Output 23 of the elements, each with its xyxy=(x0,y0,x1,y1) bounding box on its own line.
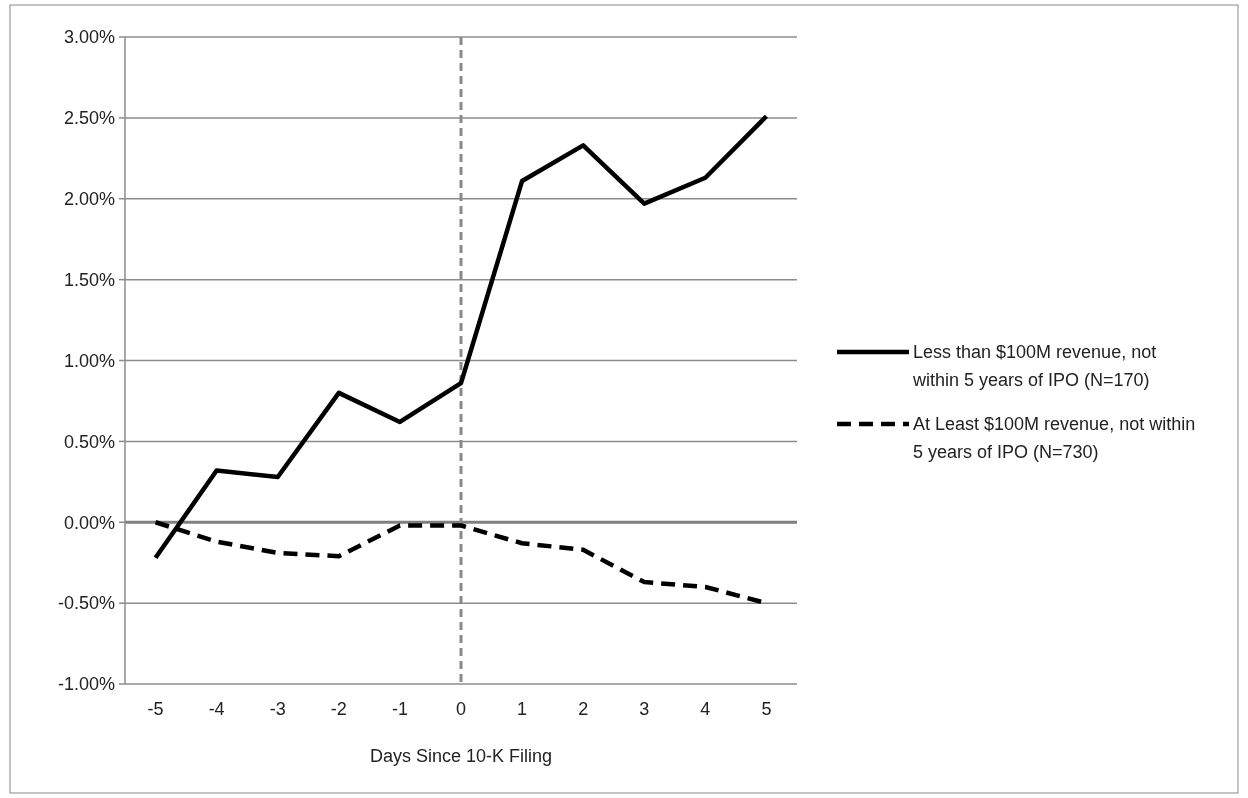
x-tick-label: 2 xyxy=(578,699,589,719)
x-tick-label: 3 xyxy=(639,699,650,719)
x-tick-label: 0 xyxy=(455,699,467,719)
x-tick-label: -3 xyxy=(269,699,286,719)
x-tick-label: -2 xyxy=(330,699,347,719)
x-tick-label: 4 xyxy=(700,699,711,719)
x-tick-label: -5 xyxy=(147,699,164,719)
y-tick-label: -1.00% xyxy=(57,674,115,695)
legend-label: At Least $100M revenue, not within 5 years of IPO (N=730) xyxy=(913,414,1196,462)
y-tick-label: 0.50% xyxy=(63,431,115,452)
x-tick-label: 5 xyxy=(761,699,772,719)
x-tick-label: -1 xyxy=(391,699,408,719)
y-tick-label: 2.00% xyxy=(63,189,115,210)
y-tick-label: 1.50% xyxy=(63,269,115,290)
x-tick-label: -4 xyxy=(208,699,225,719)
y-tick-label: -0.50% xyxy=(57,593,115,614)
y-tick-label: 0.00% xyxy=(63,512,115,533)
x-tick-label: 1 xyxy=(517,699,528,719)
y-tick-label: 2.50% xyxy=(63,108,115,129)
y-tick-label: 1.00% xyxy=(63,350,115,371)
y-tick-label: 3.00% xyxy=(63,27,115,48)
legend-label: Less than $100M revenue, not within 5 years of IPO (N=170) xyxy=(912,342,1157,390)
x-axis-title: Days Since 10-K Filing xyxy=(369,746,553,766)
